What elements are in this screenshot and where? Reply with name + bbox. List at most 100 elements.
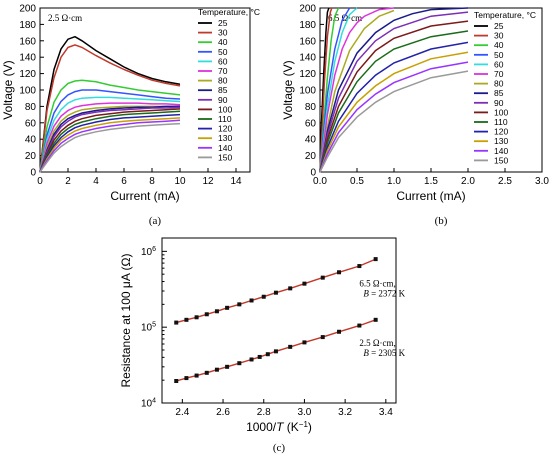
y-tick-label: 20 bbox=[305, 151, 317, 162]
data-point bbox=[249, 357, 254, 362]
data-point bbox=[225, 364, 230, 369]
series-line-60 bbox=[39, 96, 181, 173]
legend-label-110: 110 bbox=[494, 117, 508, 127]
legend-label-130: 130 bbox=[218, 133, 232, 143]
data-point bbox=[261, 294, 266, 299]
x-tick-label: 3.4 bbox=[379, 407, 393, 418]
x-tick-label: 2 bbox=[65, 176, 71, 187]
resistivity-annotation: 6.5 Ω·cm bbox=[328, 13, 362, 23]
y-tick-label: 80 bbox=[305, 102, 317, 113]
plot-frame bbox=[319, 7, 543, 173]
y-tick-label: 160 bbox=[19, 36, 36, 47]
series-line-150 bbox=[319, 70, 469, 173]
y-tick-label: 140 bbox=[299, 53, 316, 64]
x-tick-label: 2.0 bbox=[461, 176, 475, 187]
legend-label-120: 120 bbox=[218, 124, 232, 134]
legend-title: Temperature, °C bbox=[474, 10, 536, 20]
legend-label-25: 25 bbox=[494, 21, 504, 31]
data-point bbox=[249, 298, 254, 303]
y-tick-label: 40 bbox=[25, 135, 37, 146]
x-axis-label: Current (mA) bbox=[110, 189, 179, 203]
data-point bbox=[373, 257, 378, 262]
series-line-140 bbox=[39, 119, 181, 173]
legend-label-60: 60 bbox=[494, 59, 504, 69]
panel-label: (b) bbox=[435, 215, 448, 227]
legend-label-85: 85 bbox=[218, 85, 228, 95]
series-line-70 bbox=[319, 7, 395, 173]
y-tick-label: 105 bbox=[141, 322, 156, 334]
y-tick-label: 100 bbox=[19, 86, 36, 97]
legend-label-70: 70 bbox=[494, 69, 504, 79]
x-tick-label: 0 bbox=[37, 176, 43, 187]
series-label-line2: B = 2372 K bbox=[363, 288, 405, 298]
data-point bbox=[194, 373, 199, 378]
series-line-25 bbox=[39, 35, 181, 173]
series-line-120 bbox=[39, 113, 181, 173]
legend-label-40: 40 bbox=[494, 40, 504, 50]
y-tick-label: 200 bbox=[299, 4, 316, 15]
data-point bbox=[225, 305, 230, 310]
legend-label-30: 30 bbox=[218, 28, 228, 38]
series-label-line2: B = 2305 K bbox=[363, 348, 405, 358]
x-tick-label: 0.5 bbox=[350, 176, 364, 187]
series-line-30 bbox=[39, 44, 181, 173]
y-tick-label: 180 bbox=[299, 20, 316, 31]
series-line-90 bbox=[39, 106, 181, 173]
data-point bbox=[204, 370, 209, 375]
legend-label-50: 50 bbox=[494, 50, 504, 60]
data-point bbox=[337, 270, 342, 275]
x-tick-label: 2.8 bbox=[257, 407, 271, 418]
legend-label-110: 110 bbox=[218, 114, 232, 124]
series-line-50 bbox=[319, 7, 351, 173]
x-tick-label: 2.5 bbox=[498, 176, 512, 187]
x-tick-label: 10 bbox=[174, 176, 186, 187]
chart-panel-a: 0 2 4 6 8 10 12 14020406080100120140160180200Cu… bbox=[1, 4, 260, 228]
data-point bbox=[184, 317, 189, 322]
x-tick-label: 0.0 bbox=[313, 176, 327, 187]
legend-title: Temperature, °C bbox=[198, 7, 260, 17]
y-tick-label: 0 bbox=[30, 168, 36, 179]
data-point bbox=[337, 329, 342, 334]
data-point bbox=[302, 340, 307, 345]
data-point bbox=[320, 335, 325, 340]
x-tick-label: 1.0 bbox=[387, 176, 401, 187]
data-point bbox=[265, 352, 270, 357]
data-point bbox=[373, 317, 378, 322]
data-point bbox=[214, 367, 219, 372]
series-line-40 bbox=[39, 79, 181, 173]
y-tick-label: 120 bbox=[19, 69, 36, 80]
y-tick-label: 106 bbox=[141, 246, 156, 258]
y-tick-label: 60 bbox=[25, 118, 37, 129]
data-point bbox=[257, 354, 262, 359]
legend-label-100: 100 bbox=[494, 107, 508, 117]
y-tick-label: 120 bbox=[299, 69, 316, 80]
series-line-130 bbox=[319, 51, 469, 173]
series-line-90 bbox=[319, 11, 469, 173]
series-line-120 bbox=[319, 41, 469, 173]
x-tick-label: 8 bbox=[149, 176, 155, 187]
series-line-50 bbox=[39, 89, 181, 173]
legend-label-120: 120 bbox=[494, 127, 508, 137]
data-point bbox=[174, 379, 179, 384]
legend-label-90: 90 bbox=[494, 98, 504, 108]
legend-label-80: 80 bbox=[218, 76, 228, 86]
data-point bbox=[214, 309, 219, 314]
x-tick-label: 4 bbox=[93, 176, 99, 187]
y-tick-label: 104 bbox=[141, 398, 156, 410]
panel-label: (c) bbox=[273, 442, 286, 454]
series-line-80 bbox=[319, 9, 395, 173]
data-point bbox=[288, 344, 293, 349]
legend-label-100: 100 bbox=[218, 104, 232, 114]
x-axis-label: 1000/T (K−1) bbox=[246, 420, 312, 434]
panel-label: (a) bbox=[149, 215, 162, 227]
data-point bbox=[320, 275, 325, 280]
series-line-100 bbox=[319, 20, 469, 173]
legend-label-25: 25 bbox=[218, 18, 228, 28]
series-line-80 bbox=[39, 105, 180, 173]
resistivity-annotation: 2.5 Ω·cm bbox=[48, 13, 82, 23]
series-line-110 bbox=[39, 110, 181, 173]
series-line-70 bbox=[39, 102, 181, 173]
legend-label-50: 50 bbox=[218, 47, 228, 57]
legend-label-130: 130 bbox=[494, 136, 508, 146]
